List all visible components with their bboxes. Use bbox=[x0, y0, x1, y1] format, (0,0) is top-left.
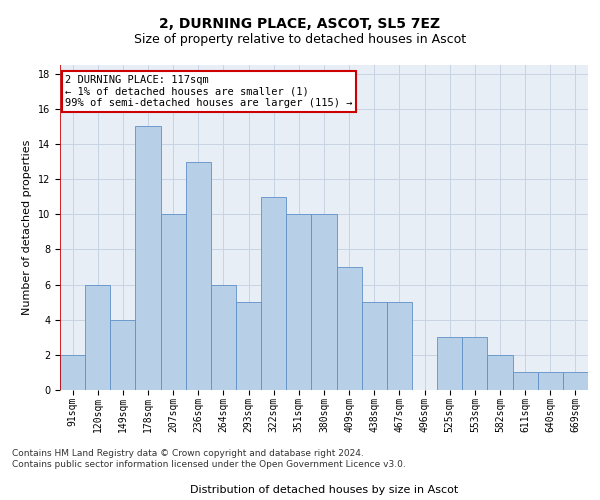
Bar bbox=[462, 338, 487, 390]
Bar bbox=[211, 284, 236, 390]
Bar bbox=[136, 126, 161, 390]
Bar bbox=[487, 355, 512, 390]
Bar bbox=[85, 284, 110, 390]
Bar bbox=[437, 338, 462, 390]
Bar bbox=[236, 302, 261, 390]
Bar bbox=[387, 302, 412, 390]
Text: Distribution of detached houses by size in Ascot: Distribution of detached houses by size … bbox=[190, 485, 458, 495]
Text: Contains public sector information licensed under the Open Government Licence v3: Contains public sector information licen… bbox=[12, 460, 406, 469]
Bar bbox=[60, 355, 85, 390]
Text: Size of property relative to detached houses in Ascot: Size of property relative to detached ho… bbox=[134, 32, 466, 46]
Bar bbox=[337, 267, 362, 390]
Bar bbox=[311, 214, 337, 390]
Bar bbox=[362, 302, 387, 390]
Bar bbox=[110, 320, 136, 390]
Bar bbox=[261, 197, 286, 390]
Text: 2 DURNING PLACE: 117sqm
← 1% of detached houses are smaller (1)
99% of semi-deta: 2 DURNING PLACE: 117sqm ← 1% of detached… bbox=[65, 74, 353, 108]
Y-axis label: Number of detached properties: Number of detached properties bbox=[22, 140, 32, 315]
Bar bbox=[286, 214, 311, 390]
Bar bbox=[161, 214, 186, 390]
Bar bbox=[538, 372, 563, 390]
Text: Contains HM Land Registry data © Crown copyright and database right 2024.: Contains HM Land Registry data © Crown c… bbox=[12, 448, 364, 458]
Bar bbox=[186, 162, 211, 390]
Bar bbox=[563, 372, 588, 390]
Bar bbox=[512, 372, 538, 390]
Text: 2, DURNING PLACE, ASCOT, SL5 7EZ: 2, DURNING PLACE, ASCOT, SL5 7EZ bbox=[160, 18, 440, 32]
